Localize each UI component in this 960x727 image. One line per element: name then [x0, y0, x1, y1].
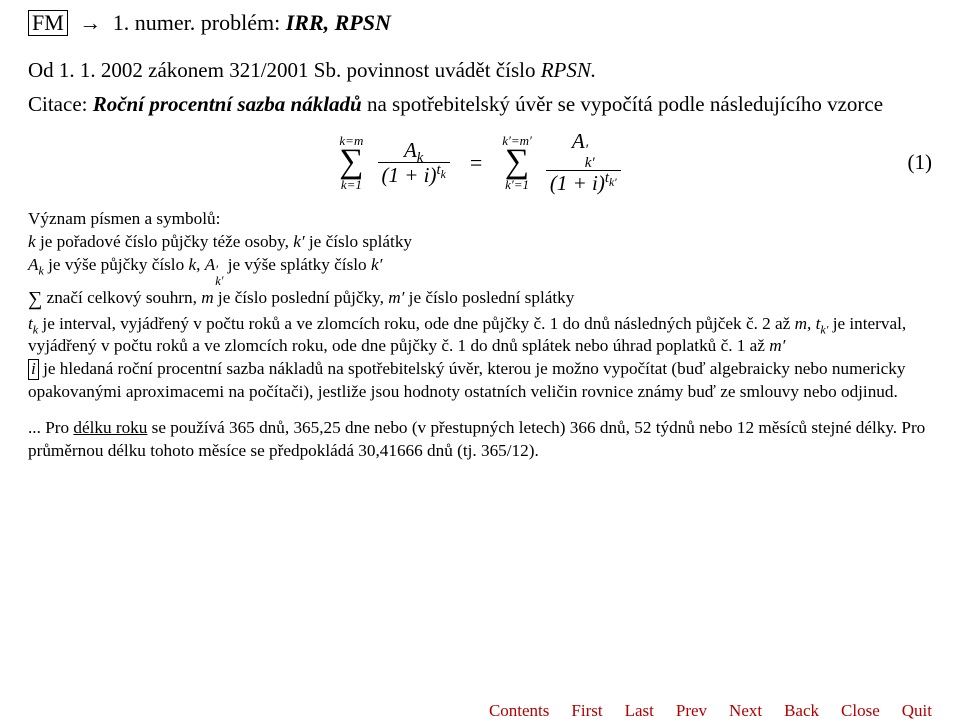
nav-quit[interactable]: Quit — [902, 701, 932, 721]
nav-contents[interactable]: Contents — [489, 701, 549, 721]
formula: k=m ∑ k=1 Ak (1 + i)tk = k′=m′ ∑ k′=1 A′… — [28, 130, 932, 194]
frac2-num: A′k′ — [568, 130, 599, 169]
defs-l1: Význam písmen a symbolů: — [28, 208, 932, 231]
citace-para: Citace: Roční procentní sazba nákladů na… — [28, 90, 932, 118]
equation-number: (1) — [908, 148, 933, 176]
header-pre: 1. numer. problém: — [113, 10, 280, 35]
nav-next[interactable]: Next — [729, 701, 762, 721]
sigma-inline-icon: ∑ — [28, 286, 42, 312]
sigma-icon: ∑ — [505, 147, 529, 178]
citace-bold: Roční procentní sazba nákladů — [93, 92, 362, 116]
arrow-icon: → — [79, 8, 101, 38]
definitions: Význam písmen a symbolů: k je pořadové č… — [28, 208, 932, 462]
frac-left: Ak (1 + i)tk — [378, 139, 450, 186]
nav-back[interactable]: Back — [784, 701, 819, 721]
sum2-bot: k′=1 — [505, 178, 529, 191]
nav-close[interactable]: Close — [841, 701, 880, 721]
frac2-den: (1 + i)tk′ — [546, 172, 621, 194]
sigma-icon: ∑ — [339, 147, 363, 178]
defs-l3: Ak je výše půjčky číslo k, A′k′ je výše … — [28, 254, 932, 286]
defs-l2: k je pořadové číslo půjčky téže osoby, k… — [28, 231, 932, 254]
nav-first[interactable]: First — [571, 701, 602, 721]
header-bold: IRR, RPSN — [286, 10, 391, 35]
frac1-den: (1 + i)tk — [378, 164, 450, 186]
line2-ital: RPSN. — [541, 58, 596, 82]
sum1-bot: k=1 — [341, 178, 362, 191]
frac1-num: Ak — [400, 139, 427, 161]
citace-pre: Citace: — [28, 92, 93, 116]
equals: = — [470, 148, 482, 178]
defs-l6: i je hledaná roční procentní sazba nákla… — [28, 358, 932, 403]
boxed-i: i — [28, 359, 39, 380]
nav-last[interactable]: Last — [625, 701, 654, 721]
line2-text: Od 1. 1. 2002 zákonem 321/2001 Sb. povin… — [28, 58, 541, 82]
defs-l4: ∑ značí celkový souhrn, m je číslo posle… — [28, 286, 932, 312]
header-line: FM → 1. numer. problém: IRR, RPSN — [28, 8, 932, 38]
defs-l7: ... Pro délku roku se používá 365 dnů, 3… — [28, 417, 932, 462]
citace-post: na spotřebitelský úvěr se vypočítá podle… — [362, 92, 883, 116]
sum-left: k=m ∑ k=1 — [339, 134, 363, 191]
boxed-fm: FM — [28, 10, 68, 36]
nav-prev[interactable]: Prev — [676, 701, 707, 721]
footer-nav: Contents First Last Prev Next Back Close… — [489, 701, 932, 721]
defs-l5: tk je interval, vyjádřený v počtu roků a… — [28, 313, 932, 358]
sum-right: k′=m′ ∑ k′=1 — [502, 134, 532, 191]
line2: Od 1. 1. 2002 zákonem 321/2001 Sb. povin… — [28, 56, 932, 84]
underlined-delku-roku: délku roku — [73, 418, 147, 437]
frac-right: A′k′ (1 + i)tk′ — [546, 130, 621, 194]
